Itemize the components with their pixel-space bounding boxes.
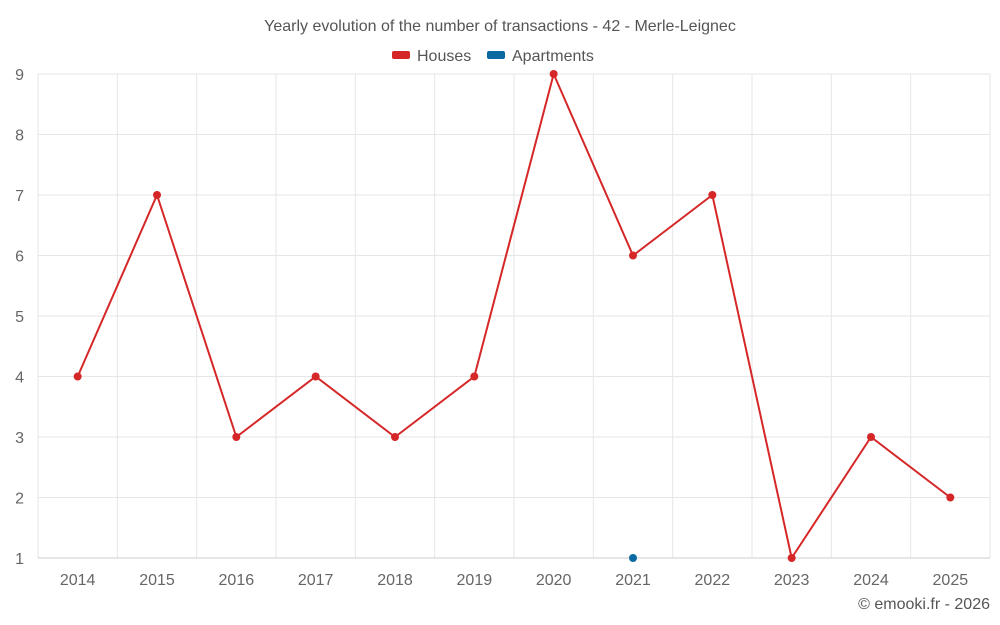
- legend: Houses Apartments: [392, 48, 594, 65]
- legend-swatch-apartments: [487, 51, 505, 59]
- chart-title: Yearly evolution of the number of transa…: [264, 18, 736, 35]
- series: [73, 70, 955, 562]
- axes: 1 2 3 4 5 6 7 8 9 2014 2015 2016 2017 2018 2019 2020 202…: [15, 67, 990, 589]
- x-tick-label: 2019: [457, 572, 493, 589]
- grid: [37, 73, 991, 558]
- y-tick-label: 9: [15, 67, 24, 84]
- data-point-houses[interactable]: [946, 493, 955, 502]
- legend-item-houses[interactable]: Houses: [392, 48, 471, 65]
- x-tick-label: 2021: [615, 572, 651, 589]
- x-tick-label: 2016: [219, 572, 255, 589]
- x-tick-label: 2022: [695, 572, 731, 589]
- data-point-houses[interactable]: [153, 191, 161, 199]
- x-tick-label: 2020: [536, 572, 572, 589]
- x-tick-label: 2018: [377, 572, 413, 589]
- data-point-houses[interactable]: [232, 433, 241, 441]
- y-tick-label: 2: [15, 491, 24, 508]
- legend-swatch-houses: [392, 51, 410, 59]
- credit-text: © emooki.fr - 2026: [858, 596, 990, 613]
- data-point-houses[interactable]: [73, 372, 82, 381]
- series-line-houses: [76, 73, 951, 559]
- legend-item-apartments[interactable]: Apartments: [487, 48, 594, 65]
- y-tick-label: 6: [15, 249, 24, 266]
- y-tick-label: 1: [15, 551, 24, 568]
- y-tick-label: 8: [15, 128, 24, 145]
- y-tick-label: 4: [15, 370, 24, 387]
- legend-label-apartments: Apartments: [512, 48, 594, 65]
- data-point-houses[interactable]: [391, 433, 399, 441]
- y-tick-label: 5: [15, 309, 24, 326]
- data-point-houses[interactable]: [629, 251, 637, 260]
- data-point-houses[interactable]: [708, 191, 717, 199]
- data-point-houses[interactable]: [311, 372, 320, 381]
- data-point-houses[interactable]: [867, 433, 875, 441]
- x-tick-label: 2025: [933, 572, 969, 589]
- x-tick-label: 2023: [774, 572, 810, 589]
- x-tick-label: 2014: [60, 572, 96, 589]
- data-point-houses[interactable]: [549, 70, 558, 78]
- y-tick-label: 7: [15, 188, 24, 205]
- data-point-apartments[interactable]: [629, 554, 637, 562]
- data-point-houses[interactable]: [787, 554, 796, 562]
- data-point-houses[interactable]: [470, 372, 479, 381]
- x-tick-label: 2015: [139, 572, 175, 589]
- y-tick-label: 3: [15, 430, 24, 447]
- x-tick-label: 2017: [298, 572, 334, 589]
- legend-label-houses: Houses: [417, 48, 471, 65]
- x-tick-label: 2024: [853, 572, 889, 589]
